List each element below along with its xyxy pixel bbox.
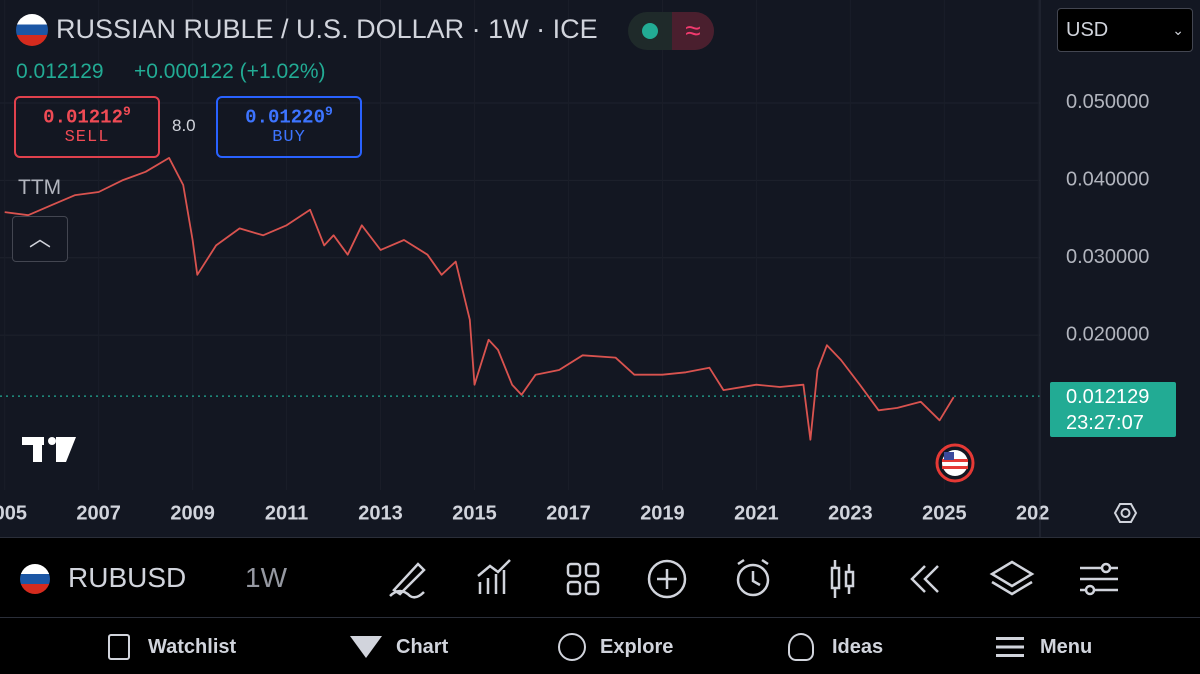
y-tick-label: 0.050000 bbox=[1066, 91, 1149, 113]
interval[interactable]: 1W bbox=[245, 562, 287, 593]
x-tick-label: 2005 bbox=[0, 502, 27, 524]
y-tick-label: 0.020000 bbox=[1066, 323, 1149, 345]
layouts-tool[interactable] bbox=[566, 562, 600, 596]
event-marker[interactable] bbox=[935, 443, 975, 483]
nav-label: Explore bbox=[600, 635, 674, 658]
layers-tool[interactable] bbox=[989, 560, 1035, 596]
y-tick-label: 0.030000 bbox=[1066, 246, 1149, 268]
buy-price: 0.01220 bbox=[245, 106, 325, 129]
x-tick-label: 2007 bbox=[76, 502, 121, 524]
nav-ideas[interactable]: Ideas bbox=[788, 631, 883, 663]
sell-price-sup: 9 bbox=[123, 104, 131, 119]
price-change: +0.000122 (+1.02%) bbox=[134, 60, 326, 83]
countdown: 23:27:07 bbox=[1066, 412, 1144, 434]
plot bbox=[0, 157, 1040, 441]
buy-button[interactable]: 0.012209 BUY bbox=[216, 96, 362, 158]
x-tick-label: 2013 bbox=[358, 502, 403, 524]
replay-tool[interactable] bbox=[910, 565, 939, 593]
currency: USD bbox=[1066, 19, 1109, 41]
indicator-label: TTM bbox=[18, 176, 62, 199]
price-tag-value: 0.012129 bbox=[1066, 386, 1150, 408]
y-tick-label: 0.040000 bbox=[1066, 169, 1149, 191]
collapse-button[interactable]: ︿ bbox=[12, 216, 68, 262]
x-tick-label: 2027 bbox=[1016, 502, 1061, 524]
settings-icon[interactable] bbox=[1113, 503, 1138, 523]
bar-style-tool[interactable] bbox=[830, 560, 855, 598]
sell-price: 0.01212 bbox=[43, 106, 123, 129]
x-tick-label: 2017 bbox=[546, 502, 591, 524]
x-tick-label: 2015 bbox=[452, 502, 497, 524]
x-tick-label: 2019 bbox=[640, 502, 685, 524]
nav-watchlist[interactable]: Watchlist bbox=[108, 631, 236, 663]
nav-label: Watchlist bbox=[148, 635, 237, 658]
nav-label: Chart bbox=[396, 635, 449, 658]
status-badge[interactable]: ≈ bbox=[628, 12, 714, 50]
nav-chart[interactable]: Chart bbox=[350, 631, 448, 663]
flag-icon bbox=[16, 14, 48, 46]
price-line bbox=[4, 157, 955, 441]
nav-label: Ideas bbox=[832, 635, 884, 658]
x-axis: 2005 2007 2009 2011 2013 2015 2017 2019 2021 2023… bbox=[0, 502, 1061, 524]
symbol-title: RUSSIAN RUBLE / U.S. DOLLAR · 1W · ICE bbox=[56, 14, 598, 44]
x-tick-label: 2021 bbox=[734, 502, 779, 524]
flag-icon bbox=[20, 564, 50, 594]
alert-tool[interactable] bbox=[736, 558, 770, 597]
x-tick-label: 2009 bbox=[170, 502, 215, 524]
nav-label: Menu bbox=[1040, 635, 1093, 658]
draw-tool[interactable] bbox=[389, 562, 426, 599]
buy-label: BUY bbox=[272, 128, 306, 148]
tool-icons bbox=[389, 558, 1118, 599]
grid bbox=[0, 102, 1040, 336]
buy-price-sup: 9 bbox=[325, 104, 333, 119]
spread: 8.0 bbox=[172, 116, 196, 135]
nav-explore[interactable]: Explore bbox=[558, 631, 673, 663]
sell-label: SELL bbox=[64, 128, 110, 148]
currency-select[interactable]: USD ⌄ bbox=[1057, 8, 1193, 52]
x-tick-label: 2011 bbox=[265, 502, 308, 524]
bottom-nav: Watchlist Chart Explore Ideas Menu bbox=[0, 617, 1200, 674]
symbol[interactable]: RUBUSD bbox=[68, 562, 187, 593]
price-tag: 0.012129 23:27:07 bbox=[1050, 382, 1176, 437]
nav-menu[interactable]: Menu bbox=[996, 631, 1092, 663]
x-tick-label: 2023 bbox=[828, 502, 873, 524]
x-tick-label: 2025 bbox=[922, 502, 967, 524]
settings-tool[interactable] bbox=[1080, 562, 1118, 596]
toolbar: RUBUSD 1W bbox=[0, 537, 1200, 618]
chart: 2005 2007 2009 2011 2013 2015 2017 2019 2021 2023… bbox=[0, 0, 1149, 537]
logo bbox=[22, 437, 76, 462]
sell-button[interactable]: 0.012129 SELL bbox=[14, 96, 160, 158]
last-price: 0.012129 bbox=[16, 60, 104, 83]
add-tool[interactable] bbox=[647, 559, 687, 599]
indicators-tool[interactable] bbox=[477, 559, 511, 594]
